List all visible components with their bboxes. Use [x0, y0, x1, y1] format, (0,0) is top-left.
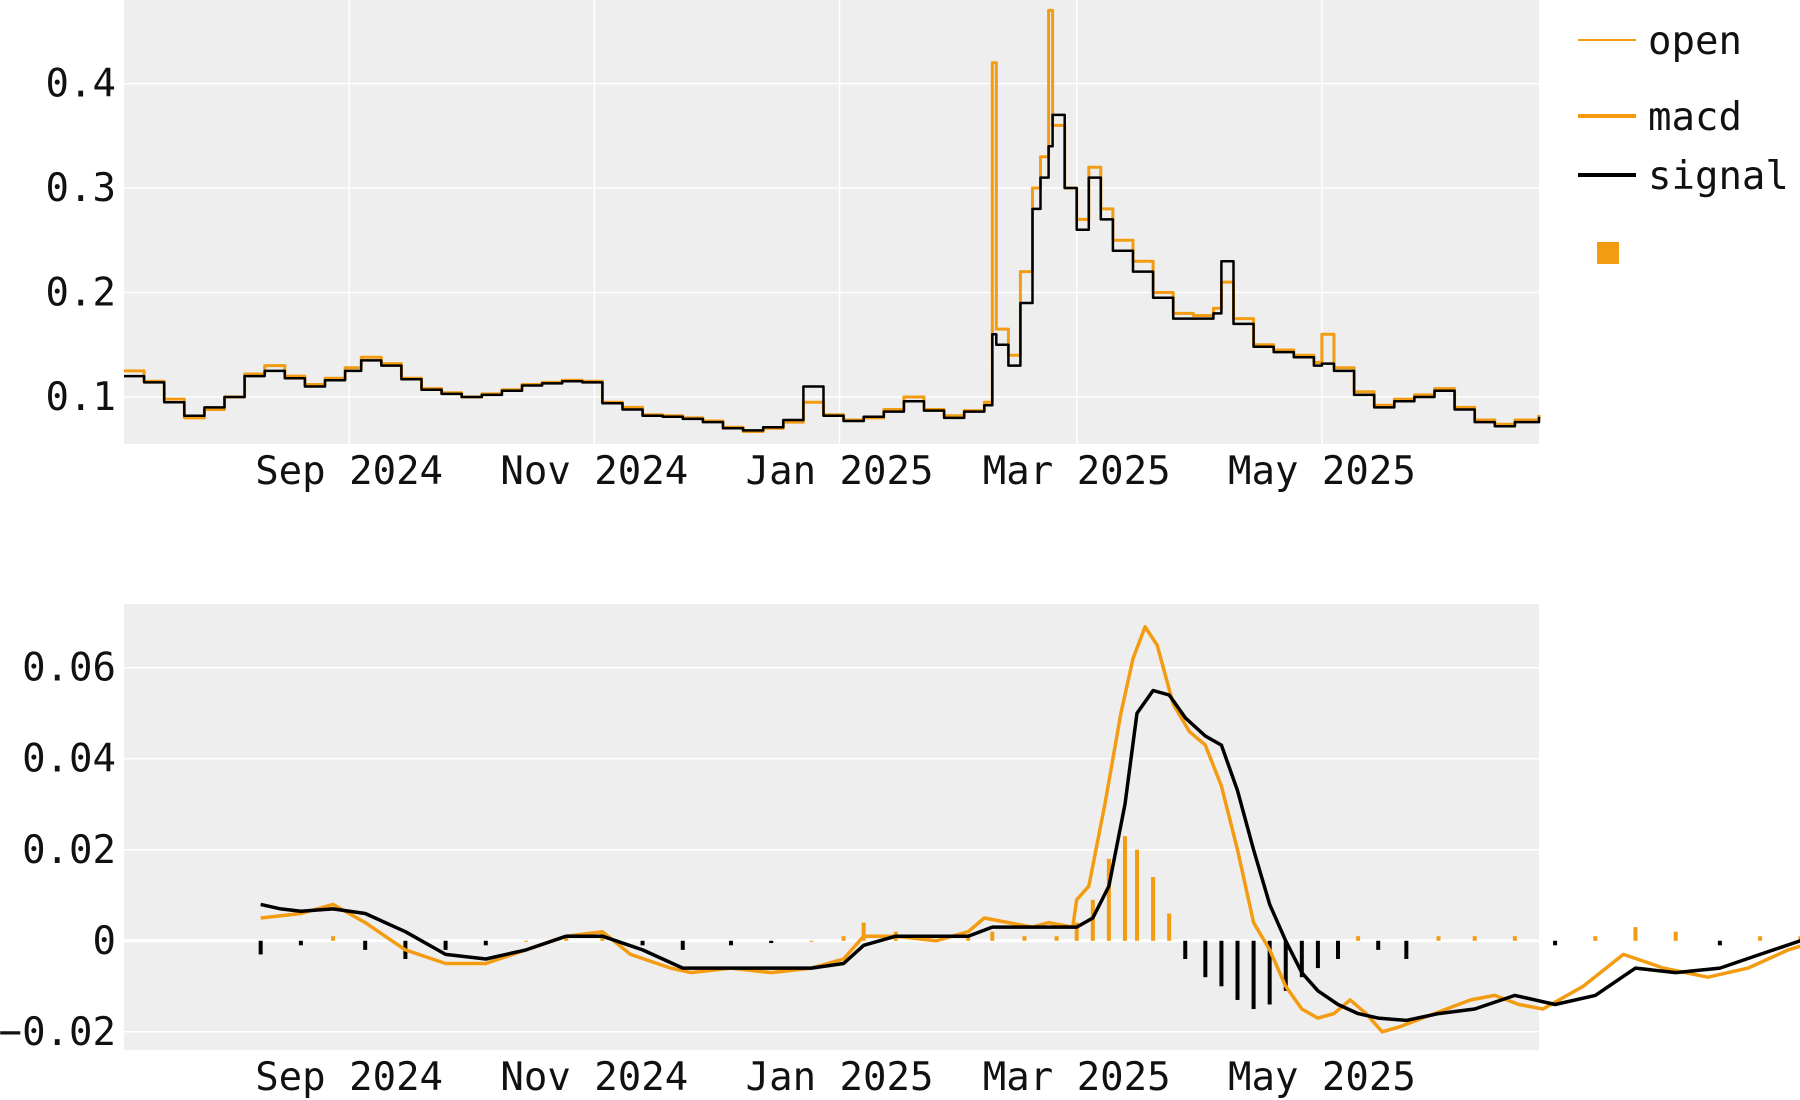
y-tick-label: 0.06: [22, 646, 116, 691]
histogram-bar: [1299, 940, 1304, 978]
x-tick-label: Nov 2024: [500, 449, 688, 494]
histogram-bar: [1219, 940, 1224, 987]
histogram-bar: [1336, 940, 1341, 959]
histogram-bar: [966, 936, 971, 941]
histogram-bar: [1717, 940, 1722, 946]
histogram-bar: [1404, 940, 1409, 959]
x-tick-label: Jan 2025: [746, 449, 934, 494]
histogram-bar: [1022, 936, 1027, 941]
y-tick-label: 0.4: [46, 62, 116, 107]
histogram-bar: [1183, 940, 1188, 959]
histogram-bar: [1553, 940, 1558, 946]
histogram-bar: [363, 940, 368, 950]
series-line-signal: [260, 688, 1800, 1023]
macd-y-ticks: −0.02 0 0.02 0.04 0.06: [0, 646, 116, 1055]
histogram-bar: [1203, 940, 1208, 978]
y-tick-label: 0.1: [46, 375, 116, 420]
histogram-bar: [331, 936, 336, 941]
histogram-bar: [1135, 849, 1140, 941]
macd-histogram: [258, 836, 1800, 1010]
histogram-bar: [1251, 940, 1256, 1010]
legend-label-macd: macd: [1648, 95, 1742, 140]
legend-swatch-histogram: [1597, 242, 1619, 264]
x-tick-label: Mar 2025: [983, 449, 1171, 494]
histogram-bar: [1436, 936, 1441, 941]
price-x-ticks: Sep 2024 Nov 2024 Jan 2025 Mar 2025 May 2025: [255, 449, 1416, 494]
histogram-bar: [1106, 858, 1111, 941]
histogram-bar: [1167, 913, 1172, 941]
histogram-bar: [1315, 940, 1320, 969]
histogram-bar: [1122, 836, 1127, 941]
histogram-bar: [1356, 936, 1361, 941]
histogram-bar: [1593, 936, 1598, 941]
histogram-bar: [769, 940, 774, 944]
legend: open macd signal: [1578, 19, 1789, 264]
y-tick-label: 0.04: [22, 737, 116, 782]
histogram-bar: [680, 940, 685, 950]
x-tick-label: Mar 2025: [983, 1055, 1171, 1100]
histogram-bar: [990, 931, 995, 941]
y-tick-label: 0: [93, 919, 116, 964]
x-tick-label: May 2025: [1228, 1055, 1416, 1100]
histogram-bar: [523, 940, 528, 942]
histogram-bar: [483, 940, 488, 946]
x-tick-label: May 2025: [1228, 449, 1416, 494]
histogram-bar: [861, 922, 866, 941]
price-series: [124, 8, 1541, 433]
y-tick-label: −0.02: [0, 1010, 116, 1055]
histogram-bar: [443, 940, 448, 950]
histogram-bar: [729, 940, 734, 946]
histogram-bar: [1673, 931, 1678, 941]
macd-plot-area: [124, 604, 1539, 1050]
price-grid: [124, 0, 1539, 444]
histogram-bar: [564, 936, 569, 941]
y-tick-label: 0.2: [46, 271, 116, 316]
histogram-bar: [1283, 940, 1288, 991]
histogram-bar: [1512, 936, 1517, 941]
series-line-macd: [260, 625, 1800, 1034]
histogram-bar: [841, 936, 846, 941]
histogram-bar: [1090, 899, 1095, 941]
x-tick-label: Sep 2024: [255, 449, 443, 494]
histogram-bar: [1633, 927, 1638, 941]
y-tick-label: 0.3: [46, 166, 116, 211]
macd-series: [260, 625, 1800, 1034]
x-tick-label: Nov 2024: [500, 1055, 688, 1100]
histogram-bar: [1472, 936, 1477, 941]
price-y-ticks: 0.1 0.2 0.3 0.4: [46, 62, 116, 420]
histogram-bar: [1074, 922, 1079, 941]
legend-label-signal: signal: [1648, 154, 1789, 199]
histogram-bar: [1054, 936, 1059, 941]
macd-x-ticks: Sep 2024 Nov 2024 Jan 2025 Mar 2025 May 2025: [255, 1055, 1416, 1100]
histogram-bar: [809, 940, 814, 942]
histogram-bar: [1758, 936, 1763, 941]
x-tick-label: Sep 2024: [255, 1055, 443, 1100]
histogram-bar: [640, 940, 645, 946]
histogram-bar: [1376, 940, 1381, 950]
x-tick-label: Jan 2025: [746, 1055, 934, 1100]
legend-label-open: open: [1648, 19, 1742, 64]
series-line-signal: [124, 113, 1541, 432]
histogram-bar: [1151, 877, 1156, 941]
histogram-bar: [1798, 936, 1800, 941]
histogram-bar: [1267, 940, 1272, 1005]
histogram-bar: [258, 940, 263, 955]
histogram-bar: [298, 940, 303, 946]
y-tick-label: 0.02: [22, 828, 116, 873]
histogram-bar: [1235, 940, 1240, 1000]
